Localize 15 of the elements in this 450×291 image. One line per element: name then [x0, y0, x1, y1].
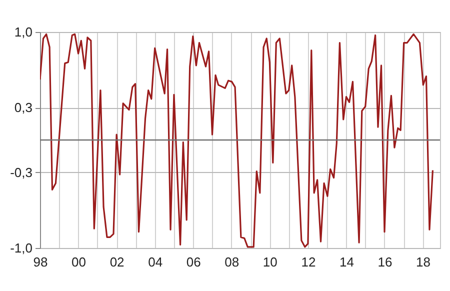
y-tick-label: 0,3 — [14, 100, 32, 116]
x-tick-label: 04 — [148, 254, 163, 270]
x-tick-label: 98 — [33, 254, 48, 270]
x-tick-label: 02 — [110, 254, 124, 270]
x-tick-label: 12 — [301, 254, 316, 270]
y-tick-label: 1,0 — [14, 24, 32, 40]
y-tick-label: -1,0 — [10, 240, 32, 256]
x-tick-label: 18 — [416, 254, 431, 270]
x-tick-label: 16 — [378, 254, 392, 270]
y-tick-label: -0,3 — [10, 164, 32, 180]
x-tick-label: 00 — [72, 254, 86, 270]
x-tick-label: 10 — [262, 254, 278, 270]
x-tick-label: 14 — [339, 254, 354, 270]
x-tick-label: 08 — [224, 254, 240, 270]
x-tick-label: 06 — [186, 254, 201, 270]
